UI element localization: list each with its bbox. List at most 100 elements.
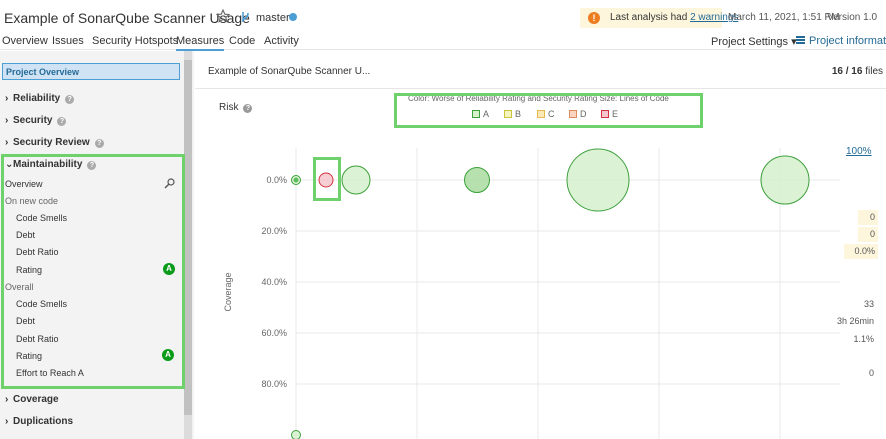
files-count-value: 16 / 16 — [831, 66, 863, 77]
bubble-point[interactable] — [566, 148, 630, 212]
legend-item-b[interactable]: B — [504, 109, 521, 119]
breadcrumb[interactable]: Example of SonarQube Scanner U... — [208, 66, 371, 77]
overall-code-smells-label[interactable]: Code Smells — [16, 299, 68, 309]
section-security-review[interactable]: › Security Review? — [5, 137, 104, 148]
tab-security-hotspots[interactable]: Security Hotspots — [92, 35, 179, 47]
help-icon[interactable]: ? — [57, 117, 67, 126]
overall-label: Overall — [5, 282, 34, 292]
legend-swatch — [472, 110, 480, 118]
warning-prefix: Last analysis had — [610, 12, 691, 23]
bubble-highlight — [313, 157, 341, 201]
new-debt-label[interactable]: Debt — [16, 230, 36, 240]
warnings-link[interactable]: 2 warnings — [690, 12, 739, 23]
project-settings-menu[interactable]: Project Settings ▾ — [711, 36, 797, 48]
top-bar: Example of SonarQube Scanner Usage maste… — [0, 0, 886, 51]
chevron-right-icon: › — [5, 93, 9, 104]
legend-item-d[interactable]: D — [569, 109, 587, 119]
help-icon[interactable]: ? — [94, 139, 104, 148]
legend-label: A — [483, 109, 490, 119]
files-count-label: files — [862, 66, 883, 77]
chevron-right-icon: › — [5, 137, 9, 148]
bubble-point[interactable] — [341, 165, 371, 195]
overall-debt-value: 3h 26min — [836, 316, 874, 326]
risk-label: Risk — [219, 102, 239, 113]
new-code-smells-label[interactable]: Code Smells — [16, 213, 68, 223]
branch-name[interactable]: master — [256, 12, 290, 24]
section-security[interactable]: › Security? — [5, 115, 67, 126]
chevron-right-icon: › — [5, 394, 9, 405]
legend-swatch — [537, 110, 545, 118]
bubbles — [291, 148, 810, 439]
y-axis-label: Coverage — [223, 272, 233, 311]
section-label: Maintainability — [13, 159, 83, 170]
new-debt-value: 0 — [858, 227, 878, 242]
section-reliability[interactable]: › Reliability? — [5, 93, 75, 104]
overall-debt-label[interactable]: Debt — [16, 316, 36, 326]
project-information-link[interactable]: Project information — [796, 35, 886, 47]
overall-debt-ratio-label[interactable]: Debt Ratio — [16, 334, 59, 344]
new-debt-ratio-label[interactable]: Debt Ratio — [16, 247, 59, 257]
section-coverage[interactable]: › Coverage — [5, 394, 59, 405]
section-label: Coverage — [13, 394, 59, 405]
section-duplications[interactable]: › Duplications — [5, 416, 73, 427]
section-label: Security — [13, 115, 53, 126]
legend-label: E — [612, 109, 619, 119]
bubble-point[interactable] — [760, 155, 810, 205]
treemap-icon[interactable] — [164, 178, 175, 189]
legend-item-a[interactable]: A — [472, 109, 489, 119]
risk-legend: Color: Worse of Reliability Rating and S… — [396, 94, 702, 127]
tab-overview[interactable]: Overview — [2, 35, 48, 47]
section-label: Security Review — [13, 137, 90, 148]
chevron-down-icon: ⌄ — [5, 159, 14, 170]
legend-swatch — [504, 110, 512, 118]
tab-activity[interactable]: Activity — [264, 35, 299, 47]
bubble-point[interactable] — [464, 167, 490, 193]
tab-issues[interactable]: Issues — [52, 35, 84, 47]
warning-banner: ! Last analysis had 2 warnings — [580, 8, 738, 28]
legend-highlight — [394, 93, 703, 128]
y-tick-label: 60.0% — [261, 328, 287, 338]
section-maintainability[interactable]: ⌄Maintainability? — [5, 159, 97, 170]
chevron-right-icon: › — [5, 115, 9, 126]
legend-title: Color: Worse of Reliability Rating and S… — [408, 94, 669, 103]
list-icon — [796, 36, 805, 45]
project-information-label: Project information — [809, 35, 886, 47]
legend-item-e[interactable]: E — [601, 109, 618, 119]
effort-to-reach-a-label[interactable]: Effort to Reach A — [16, 368, 84, 378]
files-count: 16 / 16 files — [832, 66, 883, 77]
star-icon[interactable] — [216, 9, 230, 23]
maintainability-overview[interactable]: Overview — [5, 179, 43, 189]
maintainability-highlight — [1, 154, 185, 389]
analysis-date: March 11, 2021, 1:51 PM — [728, 12, 840, 23]
tab-measures[interactable]: Measures — [176, 35, 225, 51]
project-title[interactable]: Example of SonarQube Scanner Usage — [4, 10, 250, 26]
legend-item-c[interactable]: C — [537, 109, 555, 119]
version-label: Version 1.0 — [827, 12, 878, 23]
legend-label: B — [515, 109, 522, 119]
bubble-point[interactable] — [318, 172, 334, 188]
sidebar-scroll-thumb[interactable] — [184, 60, 192, 415]
overall-rating-label[interactable]: Rating — [16, 351, 43, 361]
new-debt-ratio-value: 0.0% — [844, 244, 878, 259]
bubble-point-core — [293, 177, 299, 183]
legend-swatch — [601, 110, 609, 118]
risk-bubble-chart: 0.0% 20.0% 40.0% 60.0% 80.0% Coverage — [223, 148, 840, 439]
new-rating-badge: A — [163, 263, 175, 275]
branch-icon — [242, 12, 249, 22]
tab-code[interactable]: Code — [229, 35, 256, 47]
y-tick-label: 20.0% — [261, 226, 287, 236]
y-tick-label: 40.0% — [261, 277, 287, 287]
overall-code-smells-value: 33 — [863, 299, 874, 309]
help-icon[interactable]: ? — [87, 161, 97, 170]
new-rating-label[interactable]: Rating — [16, 265, 43, 275]
zoom-reset-link[interactable]: 100% — [846, 146, 872, 157]
help-icon[interactable]: ? — [243, 104, 253, 113]
risk-title: Risk? — [219, 102, 253, 113]
project-overview-button[interactable]: Project Overview — [2, 63, 180, 80]
effort-to-reach-a-value: 0 — [868, 368, 874, 378]
section-label: Duplications — [13, 416, 74, 427]
new-code-smells-value: 0 — [858, 210, 878, 225]
branch-settings-icon[interactable] — [289, 13, 297, 21]
bubble-point[interactable] — [291, 430, 301, 439]
help-icon[interactable]: ? — [65, 95, 75, 104]
